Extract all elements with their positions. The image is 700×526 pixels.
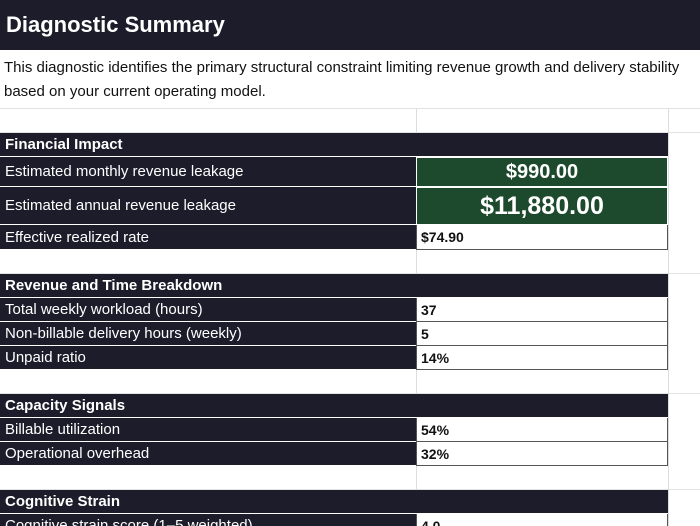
row-label: Effective realized rate [0,225,416,250]
section-header: Capacity Signals [0,394,668,418]
row-value: 5 [416,322,668,346]
row-value: 4.0 [416,514,668,526]
grid-row-line [0,273,700,274]
row-value: 37 [416,298,668,322]
row-label: Estimated monthly revenue leakage [0,157,416,187]
row-label: Total weekly workload (hours) [0,298,416,322]
title: Diagnostic Summary [0,0,700,50]
section-header: Financial Impact [0,133,668,157]
row-value: 32% [416,442,668,466]
row-value: 54% [416,418,668,442]
row-label: Non-billable delivery hours (weekly) [0,322,416,346]
grid-row-line [0,132,700,133]
section-header: Revenue and Time Breakdown [0,274,668,298]
row-value: $74.90 [416,225,668,250]
highlight-value: $11,880.00 [416,187,668,225]
highlight-value: $990.00 [416,157,668,187]
row-label: Operational overhead [0,442,416,466]
row-value: 14% [416,346,668,370]
section-header: Cognitive Strain [0,490,668,514]
grid-row-line [0,393,700,394]
grid-row-line [0,489,700,490]
grid-column-line [668,108,669,526]
description: This diagnostic identifies the primary s… [4,59,680,100]
grid-row-line [0,108,700,109]
row-label: Estimated annual revenue leakage [0,187,416,225]
row-label: Unpaid ratio [0,346,416,370]
row-label: Billable utilization [0,418,416,442]
row-label: Cognitive strain score (1–5 weighted) [0,514,416,526]
